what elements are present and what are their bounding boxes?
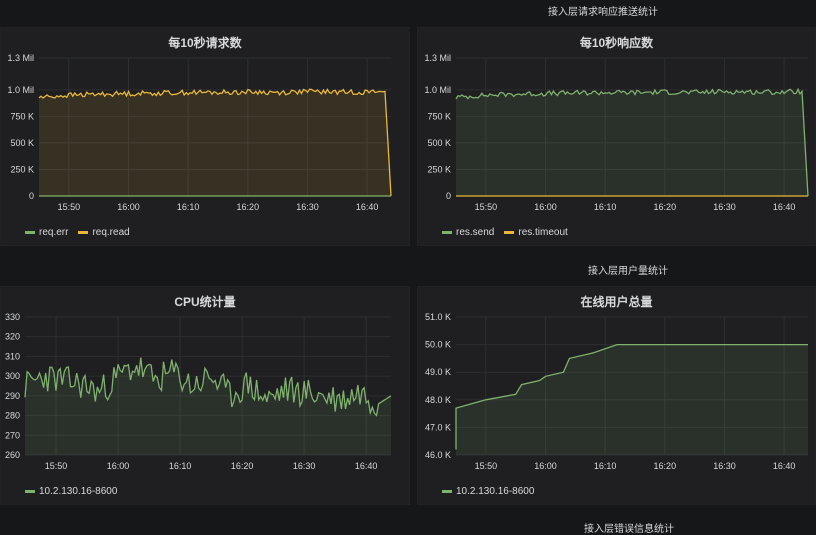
online-users-chart: 46.0 K 47.0 K 48.0 K 49.0 K 50.0 K 51.0 K 15:5… <box>425 312 808 471</box>
y-tick-label: 500 K <box>10 138 34 148</box>
y-tick-label: 50.0 K <box>425 340 451 350</box>
legend-label: req.read <box>92 227 130 238</box>
x-tick-label: 16:30 <box>713 461 736 471</box>
legend-label: res.send <box>456 227 495 238</box>
y-tick-label: 260 <box>5 450 20 460</box>
series-swatch-icon <box>442 231 452 234</box>
x-tick-label: 16:40 <box>356 202 379 212</box>
x-tick-label: 16:10 <box>594 202 617 212</box>
cpu-chart: 260 270 280 290 300 310 320 330 15:50 16:00 16:10 1… <box>5 312 392 471</box>
series-area <box>39 89 391 196</box>
panel-responses: 每10秒响应数 0 250 K 500 K 750 K 1.0 Mil 1.3 Mil 15… <box>417 27 816 246</box>
legend-item-req-err[interactable]: req.err <box>25 227 68 238</box>
x-tick-label: 16:00 <box>534 202 557 212</box>
responses-chart: 0 250 K 500 K 750 K 1.0 Mil 1.3 Mil 15:50 16:00… <box>424 53 809 212</box>
legend-label: req.err <box>39 227 69 238</box>
x-tick-label: 16:30 <box>713 202 736 212</box>
x-tick-label: 16:10 <box>594 461 617 471</box>
y-tick-label: 280 <box>5 411 20 421</box>
y-tick-label: 1.0 Mil <box>424 85 451 95</box>
legend-label: 10.2.130.16-8600 <box>456 486 535 497</box>
x-tick-label: 15:50 <box>475 202 498 212</box>
legend: 10.2.130.16-8600 <box>25 486 117 497</box>
legend-label: res.timeout <box>518 227 568 238</box>
x-tick-label: 15:50 <box>475 461 498 471</box>
series-line <box>455 343 808 450</box>
y-tick-label: 1.0 Mil <box>7 85 34 95</box>
x-tick-label: 15:50 <box>45 461 68 471</box>
y-tick-label: 0 <box>446 191 451 201</box>
x-tick-label: 16:40 <box>773 461 796 471</box>
y-tick-label: 250 K <box>10 164 34 174</box>
series-swatch-icon <box>442 490 452 493</box>
y-tick-label: 290 <box>5 391 20 401</box>
legend-item-res-timeout[interactable]: res.timeout <box>504 227 568 238</box>
row-title-users[interactable]: 接入层用户量统计 <box>588 266 668 277</box>
panel-online-users: 在线用户总量 46.0 K 47.0 K 48.0 K 49.0 K 50.0 K 51.… <box>417 286 816 505</box>
y-tick-label: 750 K <box>10 111 34 121</box>
series-area <box>456 344 808 455</box>
legend: req.err req.read <box>25 227 130 238</box>
y-tick-label: 48.0 K <box>425 395 451 405</box>
x-tick-label: 16:20 <box>237 202 260 212</box>
y-tick-label: 0 <box>29 191 34 201</box>
y-tick-label: 49.0 K <box>425 367 451 377</box>
y-tick-label: 270 <box>5 430 20 440</box>
series-area <box>25 357 391 455</box>
panel-title[interactable]: 在线用户总量 <box>580 295 653 309</box>
x-tick-label: 16:20 <box>654 202 677 212</box>
y-tick-label: 320 <box>5 332 20 342</box>
panel-requests: 每10秒请求数 0 250 K 500 K 750 K 1.0 Mil 1.3 Mil 15… <box>0 27 410 246</box>
y-tick-label: 51.0 K <box>425 312 451 322</box>
legend-item-res-send[interactable]: res.send <box>442 227 494 238</box>
panel-title[interactable]: 每10秒请求数 <box>168 36 242 50</box>
x-tick-label: 16:40 <box>355 461 378 471</box>
x-tick-label: 16:00 <box>117 202 140 212</box>
y-tick-label: 330 <box>5 312 20 322</box>
x-tick-label: 16:10 <box>177 202 200 212</box>
y-tick-label: 47.0 K <box>425 422 451 432</box>
x-tick-label: 16:40 <box>773 202 796 212</box>
x-tick-label: 16:30 <box>296 202 319 212</box>
y-tick-label: 1.3 Mil <box>424 53 451 63</box>
y-tick-label: 46.0 K <box>425 450 451 460</box>
legend-label: 10.2.130.16-8600 <box>39 486 118 497</box>
panel-cpu: CPU统计量 260 270 280 290 300 310 320 330 15:50 16:0… <box>0 286 410 505</box>
legend-item-req-read[interactable]: req.read <box>78 227 130 238</box>
series-line <box>38 88 392 197</box>
y-tick-label: 310 <box>5 351 20 361</box>
y-tick-label: 500 K <box>427 138 451 148</box>
series-swatch-icon <box>504 231 515 234</box>
y-tick-label: 1.3 Mil <box>7 53 34 63</box>
series-line <box>455 87 809 197</box>
x-tick-label: 16:30 <box>293 461 316 471</box>
series-line <box>24 357 392 417</box>
legend-item-host[interactable]: 10.2.130.16-8600 <box>25 486 117 497</box>
y-tick-label: 250 K <box>427 164 451 174</box>
series-swatch-icon <box>78 231 89 234</box>
row-title-errors[interactable]: 接入层错误信息统计 <box>584 524 674 535</box>
panel-title[interactable]: CPU统计量 <box>174 295 236 309</box>
x-tick-label: 15:50 <box>58 202 81 212</box>
y-tick-label: 300 <box>5 371 20 381</box>
series-area <box>456 89 808 196</box>
legend: 10.2.130.16-8600 <box>442 486 534 497</box>
x-tick-label: 16:00 <box>534 461 557 471</box>
x-tick-label: 16:00 <box>107 461 130 471</box>
series-swatch-icon <box>25 231 35 234</box>
y-tick-label: 750 K <box>427 111 451 121</box>
series-swatch-icon <box>25 490 35 493</box>
row-title-requests[interactable]: 接入层请求响应推送统计 <box>548 7 658 18</box>
x-tick-label: 16:20 <box>231 461 254 471</box>
panel-title[interactable]: 每10秒响应数 <box>579 36 654 50</box>
legend-item-host[interactable]: 10.2.130.16-8600 <box>442 486 534 497</box>
x-tick-label: 16:20 <box>654 461 677 471</box>
x-tick-label: 16:10 <box>169 461 192 471</box>
legend: res.send res.timeout <box>442 227 568 238</box>
requests-chart: 0 250 K 500 K 750 K 1.0 Mil 1.3 Mil 15:50 16:00… <box>7 53 392 212</box>
